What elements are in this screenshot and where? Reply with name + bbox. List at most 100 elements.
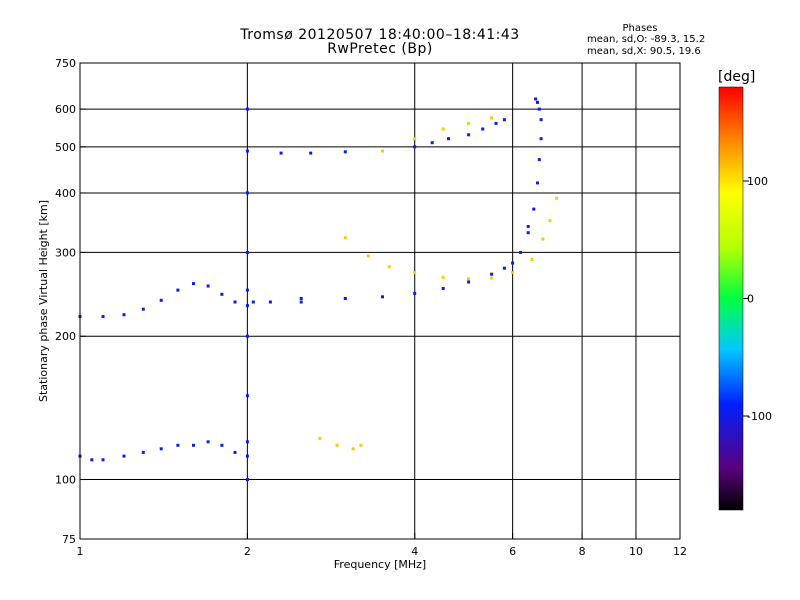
phases-x-stats: mean, sd,X: 90.5, 19.6 <box>587 46 701 57</box>
data-point <box>359 443 363 447</box>
data-point <box>206 440 210 444</box>
colorbar-ticks: 100 0 -100 <box>743 175 772 423</box>
colorbar-label: [deg] <box>718 69 756 85</box>
data-point <box>467 121 471 125</box>
colorbar-tick-label: -100 <box>747 410 772 423</box>
data-point <box>494 121 498 125</box>
data-point <box>447 137 450 141</box>
data-point <box>534 97 538 101</box>
data-points <box>78 97 559 481</box>
data-point <box>441 127 445 131</box>
y-tick-label: 100 <box>55 474 76 487</box>
data-point <box>481 127 485 131</box>
data-point <box>351 447 355 451</box>
data-point <box>245 454 249 458</box>
data-point <box>245 288 249 292</box>
data-point <box>430 141 434 145</box>
data-point <box>467 280 471 284</box>
data-point <box>539 118 543 122</box>
data-point <box>176 288 180 292</box>
data-point <box>537 158 541 162</box>
data-point <box>251 300 255 304</box>
data-point <box>502 118 506 122</box>
y-tick-label: 600 <box>55 103 76 116</box>
chart-subtitle: RwPretec (Bp) <box>327 41 433 57</box>
data-point <box>441 287 445 290</box>
data-point <box>245 334 249 338</box>
data-point <box>90 458 94 462</box>
data-point <box>335 443 339 447</box>
grid-layer <box>80 63 680 539</box>
data-point <box>555 196 559 200</box>
data-point <box>318 436 322 440</box>
y-tick-label: 750 <box>55 57 76 70</box>
data-point <box>206 284 210 288</box>
data-point <box>530 257 534 261</box>
phases-title: Phases <box>622 23 658 34</box>
y-tick-label: 400 <box>55 187 76 200</box>
colorbar-tick-label: 100 <box>747 175 768 188</box>
data-point <box>467 133 471 137</box>
data-point <box>233 300 237 304</box>
data-point <box>490 116 494 120</box>
data-point <box>526 231 530 235</box>
x-tick-label: 12 <box>673 545 687 558</box>
x-tick-label: 10 <box>629 545 643 558</box>
data-point <box>536 100 539 104</box>
data-point <box>548 219 552 223</box>
x-tick-label: 6 <box>509 545 516 558</box>
data-point <box>381 149 384 153</box>
data-point <box>245 478 249 481</box>
data-point <box>245 191 249 195</box>
data-point <box>441 275 445 279</box>
x-tick-label: 1 <box>77 545 84 558</box>
data-point <box>220 292 224 296</box>
data-point <box>413 137 417 141</box>
data-point <box>245 394 249 398</box>
x-axis-ticks: 1 2 4 6 8 10 12 <box>77 533 687 558</box>
y-axis-ticks: 75 100 200 300 400 500 600 750 <box>55 57 86 546</box>
data-point <box>176 443 180 447</box>
data-point <box>502 266 506 270</box>
data-point <box>245 149 249 153</box>
data-point <box>511 261 515 265</box>
data-point <box>101 458 105 462</box>
data-point <box>245 440 249 444</box>
data-point <box>539 137 543 141</box>
data-point <box>192 443 195 447</box>
data-point <box>387 265 391 269</box>
data-point <box>536 181 539 185</box>
data-point <box>343 150 347 154</box>
data-point <box>511 271 515 275</box>
y-tick-label: 500 <box>55 141 76 154</box>
data-point <box>159 298 163 302</box>
data-point <box>490 276 494 280</box>
data-point <box>381 295 384 299</box>
phases-o-stats: mean, sd,O: -89.3, 15.2 <box>587 34 706 45</box>
colorbar <box>718 86 744 511</box>
x-tick-label: 8 <box>579 545 586 558</box>
data-point <box>467 277 471 281</box>
y-tick-label: 200 <box>55 330 76 343</box>
data-point <box>279 151 283 155</box>
data-point <box>268 300 272 304</box>
data-point <box>299 297 303 300</box>
data-point <box>122 313 126 317</box>
data-point <box>532 207 536 211</box>
data-point <box>413 291 417 295</box>
data-point <box>220 443 224 447</box>
data-point <box>309 151 313 155</box>
x-axis-label: Frequency [MHz] <box>334 558 426 571</box>
y-tick-label: 75 <box>62 533 76 546</box>
data-point <box>233 450 237 454</box>
data-point <box>413 271 417 275</box>
data-point <box>245 107 249 111</box>
data-point <box>413 145 417 149</box>
data-point <box>366 254 370 258</box>
data-point <box>299 300 303 304</box>
data-point <box>537 107 541 111</box>
y-axis-label: Stationary phase Virtual Height [km] <box>37 200 50 402</box>
chart-title: Tromsø 20120507 18:40:00–18:41:43 <box>240 27 520 43</box>
data-point <box>343 297 347 300</box>
